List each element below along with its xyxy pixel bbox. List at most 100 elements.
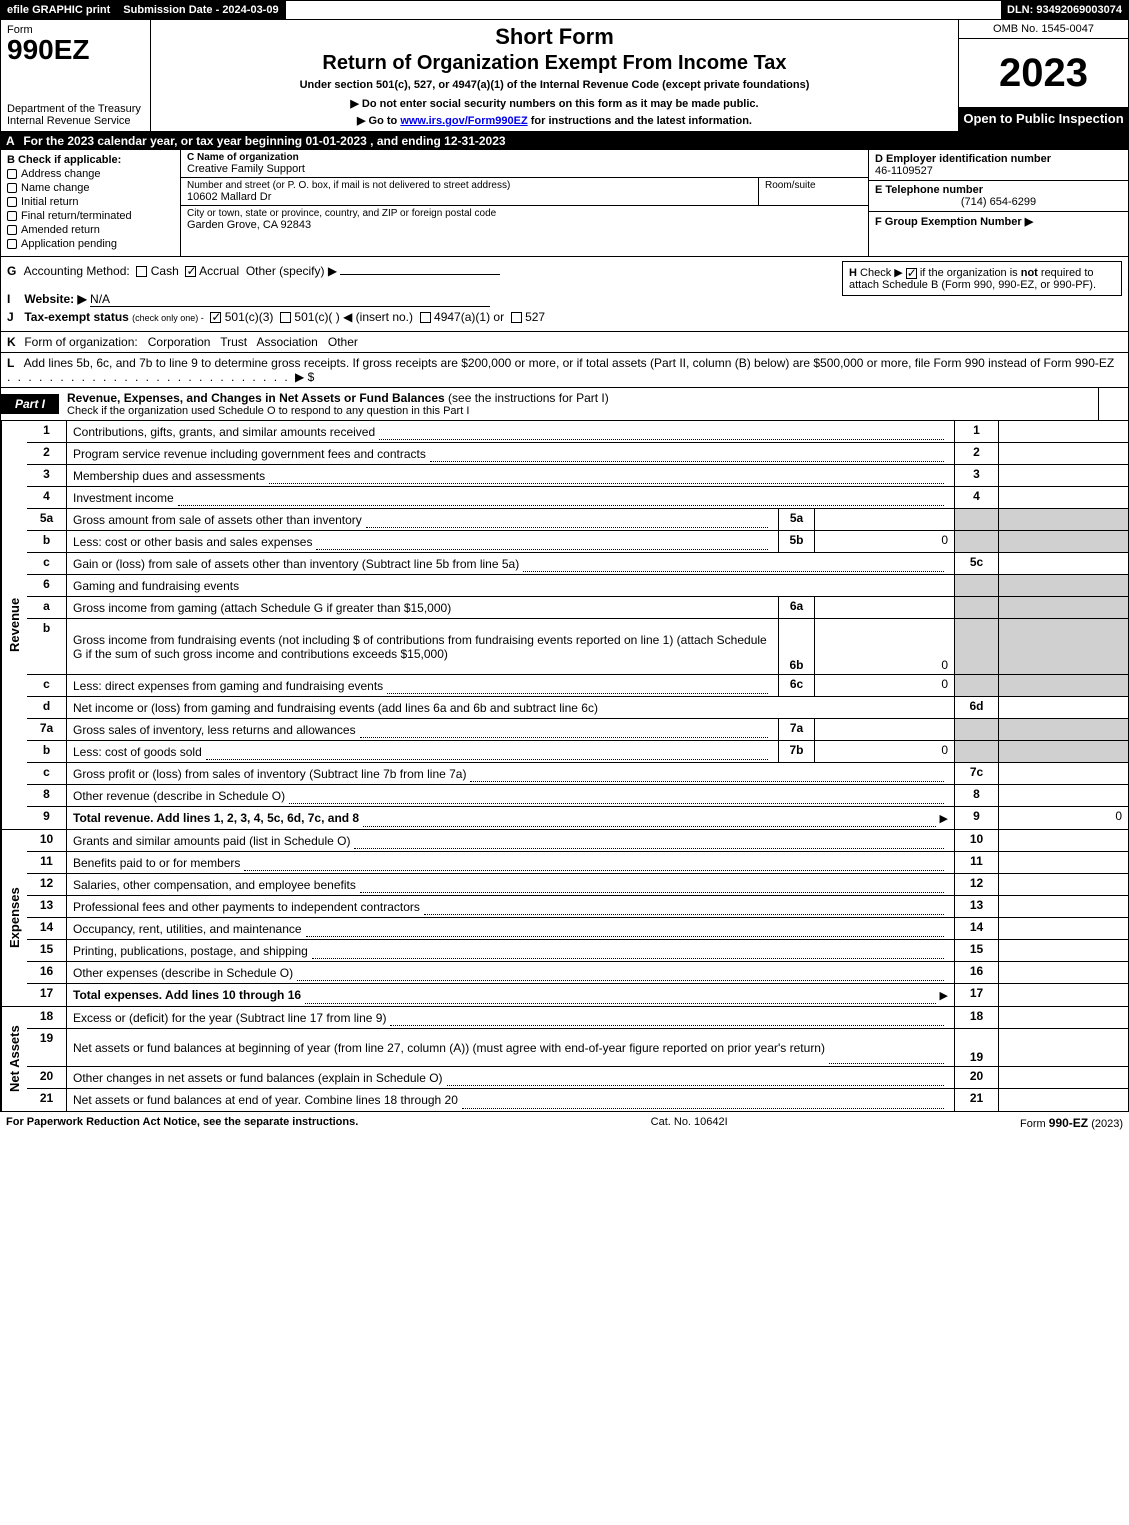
row-desc: Printing, publications, postage, and shi… xyxy=(73,944,308,958)
row-1: 1 Contributions, gifts, grants, and simi… xyxy=(27,421,1128,443)
row-ref: 4 xyxy=(954,487,998,508)
l-label: L xyxy=(7,356,21,370)
row-num: 8 xyxy=(27,785,67,806)
j-501c3-checkbox[interactable] xyxy=(210,312,221,323)
row-val xyxy=(998,984,1128,1006)
header-right: OMB No. 1545-0047 2023 Open to Public In… xyxy=(958,20,1128,131)
row-17: 17 Total expenses. Add lines 10 through … xyxy=(27,984,1128,1006)
street-address: 10602 Mallard Dr xyxy=(187,191,752,203)
g-cash-checkbox[interactable] xyxy=(136,266,147,277)
row-desc: Salaries, other compensation, and employ… xyxy=(73,878,356,892)
row-ref-shaded xyxy=(954,597,998,618)
mini-val xyxy=(814,509,954,530)
row-8: 8 Other revenue (describe in Schedule O)… xyxy=(27,785,1128,807)
j-501c-checkbox[interactable] xyxy=(280,312,291,323)
row-val-shaded xyxy=(998,597,1128,618)
chk-final-return[interactable]: Final return/terminated xyxy=(7,210,174,222)
row-num: 20 xyxy=(27,1067,67,1088)
row-num: 18 xyxy=(27,1007,67,1028)
goto-post: for instructions and the latest informat… xyxy=(528,115,752,127)
h-box: H Check ▶ if the organization is not req… xyxy=(842,261,1122,296)
g-accrual-checkbox[interactable] xyxy=(185,266,196,277)
row-ref: 20 xyxy=(954,1067,998,1088)
department: Department of the Treasury Internal Reve… xyxy=(7,103,144,127)
col-c: C Name of organization Creative Family S… xyxy=(181,150,868,256)
part1-schedule-o-checkbox[interactable] xyxy=(1098,388,1128,420)
row-val xyxy=(998,1029,1128,1066)
form-ref-post: (2023) xyxy=(1088,1118,1123,1130)
row-num: 6 xyxy=(27,575,67,596)
efile-print[interactable]: efile GRAPHIC print xyxy=(1,1,117,19)
row-val xyxy=(998,465,1128,486)
row-num: 10 xyxy=(27,830,67,851)
row-desc: Gross profit or (loss) from sales of inv… xyxy=(73,767,466,781)
part1-tab: Part I xyxy=(1,394,59,414)
checkbox-icon xyxy=(7,197,17,207)
row-ref: 17 xyxy=(954,984,998,1006)
row-val xyxy=(998,852,1128,873)
j-opt2: 4947(a)(1) or xyxy=(434,310,504,324)
row-13: 13 Professional fees and other payments … xyxy=(27,896,1128,918)
row-val-shaded xyxy=(998,531,1128,552)
row-num: 11 xyxy=(27,852,67,873)
row-desc: Other changes in net assets or fund bala… xyxy=(73,1071,443,1085)
row-num: 9 xyxy=(27,807,67,829)
row-val-shaded xyxy=(998,741,1128,762)
row-desc: Professional fees and other payments to … xyxy=(73,900,420,914)
arrow-icon: ▶ xyxy=(940,989,948,1002)
revenue-side-label: Revenue xyxy=(1,421,27,829)
row-7a: 7a Gross sales of inventory, less return… xyxy=(27,719,1128,741)
row-19: 19 Net assets or fund balances at beginn… xyxy=(27,1029,1128,1067)
row-num: a xyxy=(27,597,67,618)
b-heading: Check if applicable: xyxy=(18,154,121,166)
chk-name-change[interactable]: Name change xyxy=(7,182,174,194)
ssn-warning: ▶ Do not enter social security numbers o… xyxy=(350,97,758,110)
room-label: Room/suite xyxy=(765,180,862,191)
g-other: Other (specify) ▶ xyxy=(246,264,337,278)
row-val xyxy=(998,962,1128,983)
row-val xyxy=(998,697,1128,718)
row-ref-shaded xyxy=(954,619,998,674)
j-opt0: 501(c)(3) xyxy=(225,310,274,324)
j-sub: (check only one) - xyxy=(132,313,204,323)
row-num: d xyxy=(27,697,67,718)
row-desc: Total revenue. Add lines 1, 2, 3, 4, 5c,… xyxy=(73,811,359,825)
row-desc: Contributions, gifts, grants, and simila… xyxy=(73,425,375,439)
row-desc: Grants and similar amounts paid (list in… xyxy=(73,834,350,848)
chk-initial-return[interactable]: Initial return xyxy=(7,196,174,208)
row-ref: 11 xyxy=(954,852,998,873)
row-desc: Gain or (loss) from sale of assets other… xyxy=(73,557,519,571)
part1-sub: Check if the organization used Schedule … xyxy=(67,405,1090,417)
row-num: 17 xyxy=(27,984,67,1006)
chk-application-pending[interactable]: Application pending xyxy=(7,238,174,250)
j-4947-checkbox[interactable] xyxy=(420,312,431,323)
row-val xyxy=(998,763,1128,784)
row-3: 3 Membership dues and assessments 3 xyxy=(27,465,1128,487)
line-a-label: A xyxy=(6,134,20,148)
h-checkbox[interactable] xyxy=(906,268,917,279)
city-label: City or town, state or province, country… xyxy=(187,208,862,219)
e-label: E Telephone number xyxy=(875,184,1122,196)
f-label: F Group Exemption Number ▶ xyxy=(875,215,1122,228)
h-text2: if the organization is xyxy=(920,267,1021,279)
col-b: B Check if applicable: Address change Na… xyxy=(1,150,181,256)
j-527-checkbox[interactable] xyxy=(511,312,522,323)
row-7b: b Less: cost of goods sold 7b 0 xyxy=(27,741,1128,763)
mini-val: 0 xyxy=(814,619,954,674)
row-ref-shaded xyxy=(954,509,998,530)
row-9: 9 Total revenue. Add lines 1, 2, 3, 4, 5… xyxy=(27,807,1128,829)
chk-amended-return[interactable]: Amended return xyxy=(7,224,174,236)
row-desc: Net income or (loss) from gaming and fun… xyxy=(73,701,598,715)
row-num: 3 xyxy=(27,465,67,486)
arrow-icon: ▶ xyxy=(940,812,948,825)
irs-link[interactable]: www.irs.gov/Form990EZ xyxy=(400,115,527,127)
g-other-blank[interactable] xyxy=(340,274,500,275)
row-ref: 10 xyxy=(954,830,998,851)
row-6b: b Gross income from fundraising events (… xyxy=(27,619,1128,675)
row-num: 1 xyxy=(27,421,67,442)
chk-address-change[interactable]: Address change xyxy=(7,168,174,180)
row-5b: b Less: cost or other basis and sales ex… xyxy=(27,531,1128,553)
row-val-shaded xyxy=(998,675,1128,696)
row-num: c xyxy=(27,763,67,784)
chk-label: Final return/terminated xyxy=(21,210,132,222)
